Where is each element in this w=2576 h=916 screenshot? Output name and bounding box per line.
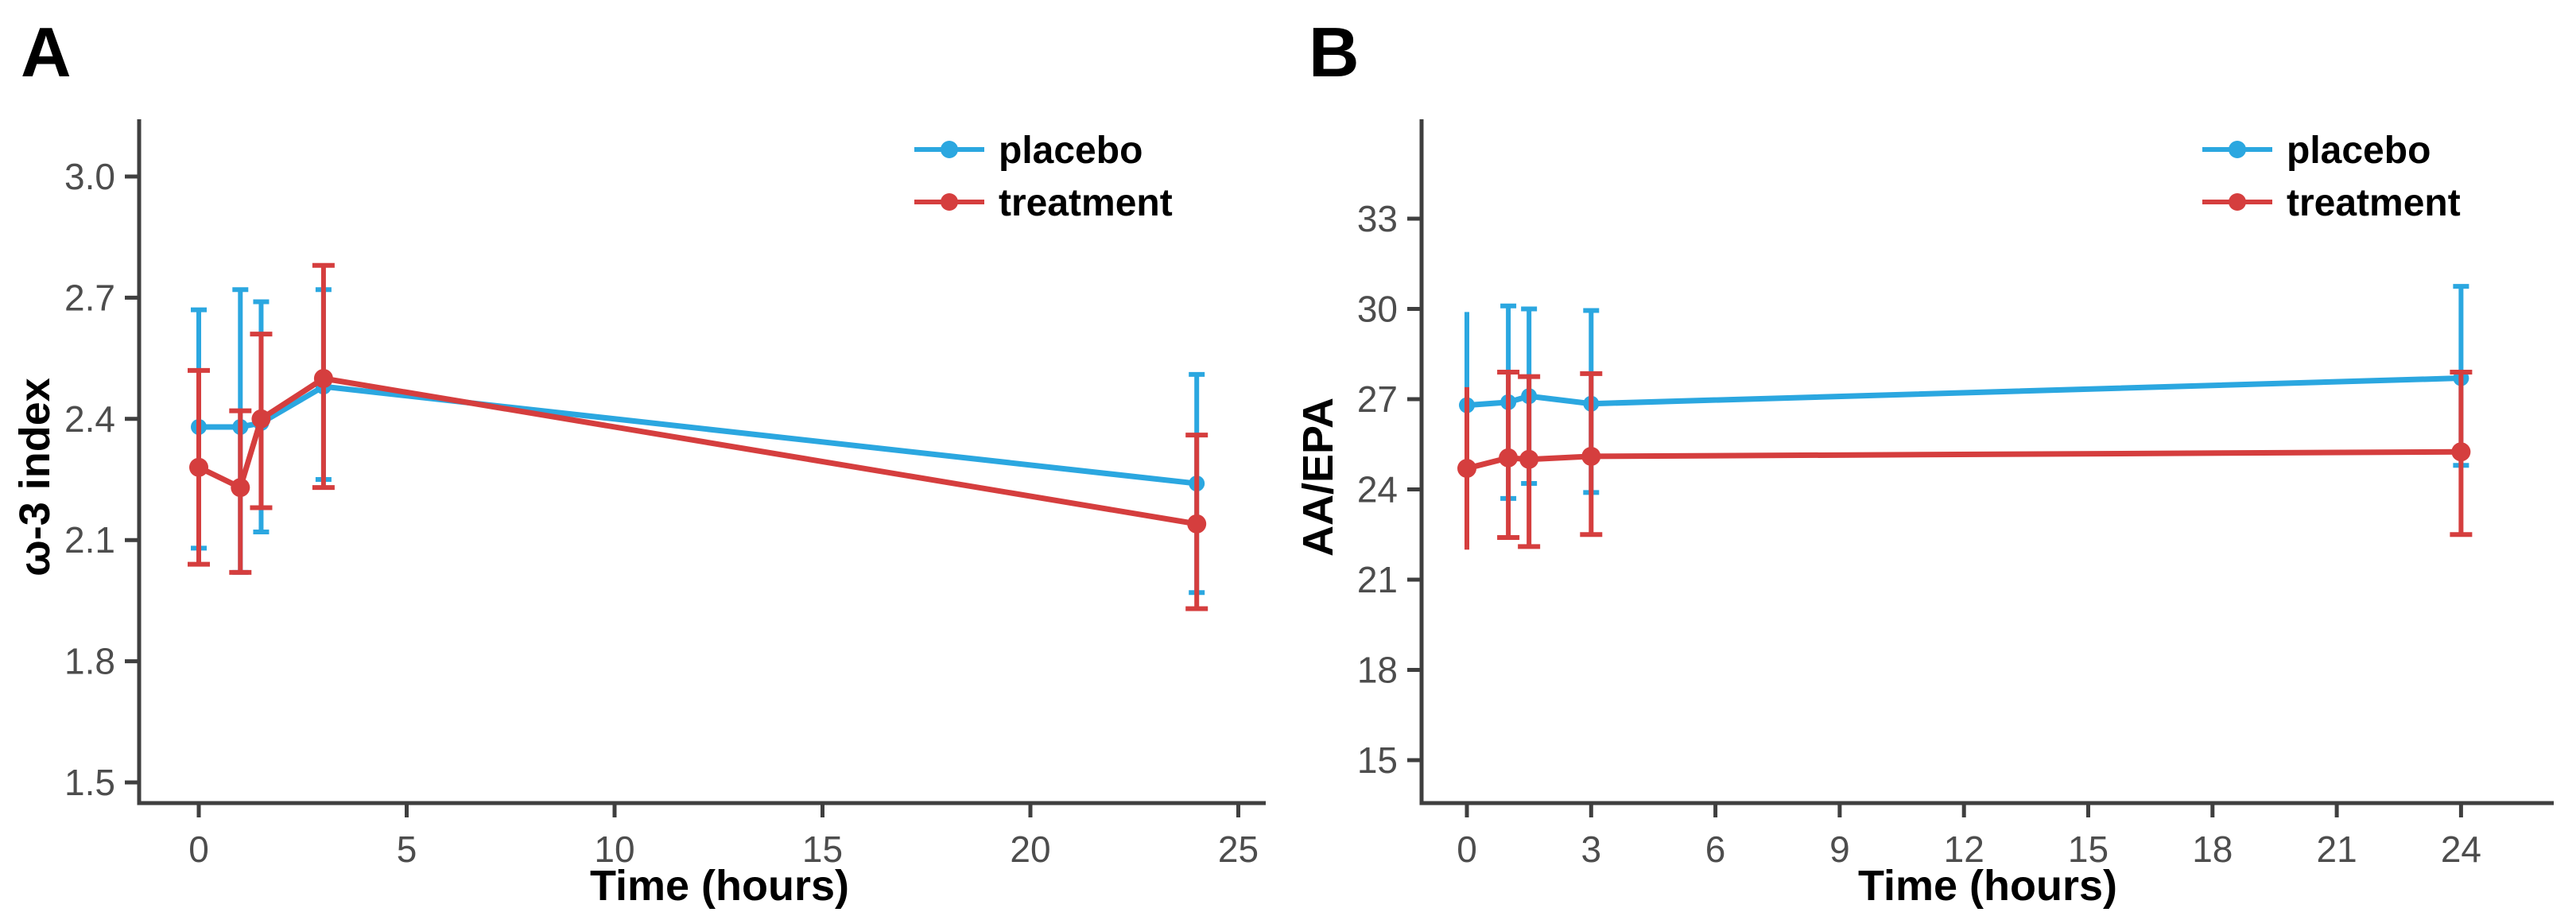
y-axis-title: ω-3 index [11,378,59,576]
legend-label-treatment: treatment [2287,182,2461,224]
legend-key-dot-treatment [2229,193,2246,211]
panel-a: 1.5 1.8 2.1 2.4 2.7 3.0 0 5 10 15 20 25 ω-3 index Tim… [11,13,1266,910]
x-tick-label: 20 [1010,829,1050,870]
x-tick-label: 21 [2317,829,2357,870]
legend-key-dot-treatment [941,193,958,211]
placebo-series-line [1466,375,2462,409]
x-tick-label: 9 [1829,829,1850,870]
treatment-series-line [1466,448,2462,472]
y-axis-title: AA/EPA [1294,398,1342,557]
y-tick-label: 18 [1357,650,1398,691]
panel-label: B [1309,13,1360,91]
treatment-data-point [1581,446,1601,466]
treatment-data-point [1519,449,1539,469]
x-tick-label: 6 [1705,829,1726,870]
x-tick-label: 0 [1457,829,1477,870]
x-tick-label: 18 [2192,829,2233,870]
x-axis-title: Time (hours) [1858,862,2117,910]
panel-b-chart: 15 18 21 24 27 30 33 0 3 6 9 12 15 18 21 24 AA/EPA Time (… [1294,13,2554,910]
placebo-series-line [199,383,1197,487]
x-tick-label: 5 [397,829,417,870]
legend-label-treatment: treatment [999,182,1173,224]
x-tick-label: 25 [1218,829,1259,870]
x-tick-label: 15 [2068,829,2109,870]
panel-a-chart: 1.5 1.8 2.1 2.4 2.7 3.0 0 5 10 15 20 25 ω-3 index Tim… [11,13,1266,910]
x-axis-title: Time (hours) [590,862,849,910]
y-tick-label: 1.8 [64,641,115,682]
y-tick-label: 33 [1357,198,1398,239]
y-tick-label: 2.4 [64,398,115,440]
treatment-series-line [197,375,1197,527]
y-tick-label: 1.5 [64,762,115,803]
y-tick-label: 15 [1357,739,1398,781]
y-tick-label: 21 [1357,559,1398,600]
treatment-data-point [1187,514,1207,534]
x-tick-label: 15 [802,829,843,870]
treatment-data-point [1457,459,1476,479]
y-tick-label: 30 [1357,289,1398,330]
y-tick-label: 2.1 [64,519,115,561]
x-tick-label: 3 [1581,829,1602,870]
treatment-data-point [189,457,208,477]
x-tick-label: 12 [1944,829,1984,870]
treatment-data-point [1499,448,1519,468]
y-tick-label: 24 [1357,469,1398,510]
y-tick-label: 2.7 [64,277,115,318]
y-tick-label: 3.0 [64,156,115,197]
legend-label-placebo: placebo [2287,130,2431,172]
legend-key-dot-placebo [2229,141,2246,158]
panel-b: 15 18 21 24 27 30 33 0 3 6 9 12 15 18 21 24 AA/EPA Time (… [1288,0,2576,916]
treatment-data-point [231,478,250,498]
legend-key-dot-placebo [941,141,958,158]
legend-label-placebo: placebo [999,130,1143,172]
y-tick-label: 27 [1357,378,1398,420]
panel-label: A [21,13,72,91]
treatment-data-point [313,369,333,388]
x-tick-label: 24 [2441,829,2481,870]
treatment-data-point [2451,442,2471,462]
x-tick-label: 0 [188,829,209,870]
x-tick-label: 10 [594,829,634,870]
treatment-data-point [251,409,271,429]
